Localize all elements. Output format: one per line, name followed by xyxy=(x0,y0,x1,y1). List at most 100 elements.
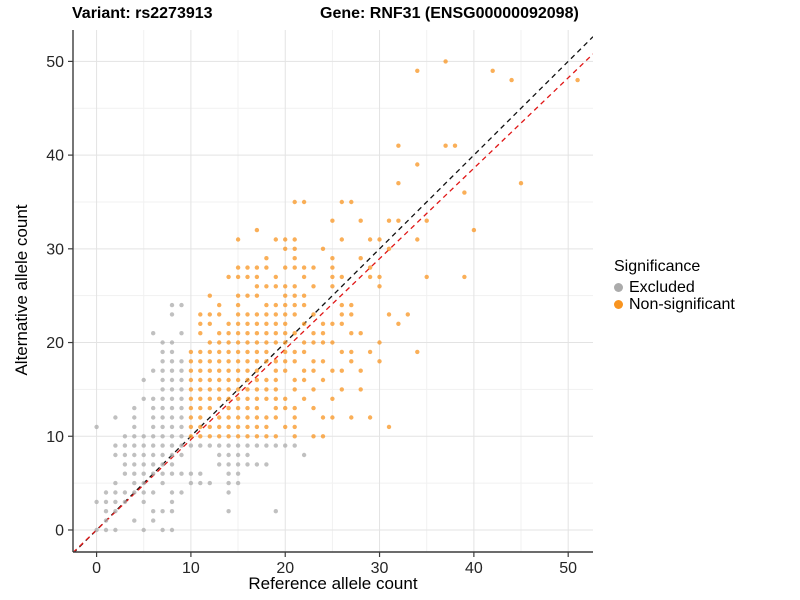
svg-text:30: 30 xyxy=(371,560,389,577)
data-point xyxy=(198,434,203,439)
data-point xyxy=(471,227,477,233)
data-point xyxy=(113,415,118,420)
data-point xyxy=(151,443,156,448)
data-point xyxy=(188,434,194,439)
data-point xyxy=(113,490,118,495)
data-point xyxy=(235,424,241,430)
data-point xyxy=(141,527,146,533)
data-point xyxy=(311,284,316,289)
data-point xyxy=(245,274,250,280)
data-point xyxy=(245,462,250,467)
data-point xyxy=(235,349,241,355)
x-axis-title: Reference allele count xyxy=(248,574,418,593)
data-point xyxy=(405,312,410,317)
data-point xyxy=(198,424,203,430)
data-point xyxy=(273,368,278,373)
data-point xyxy=(358,368,363,373)
data-point xyxy=(122,434,128,439)
data-point xyxy=(235,359,241,364)
data-point xyxy=(264,340,269,345)
data-point xyxy=(264,462,269,467)
data-point xyxy=(254,331,260,336)
data-point xyxy=(330,274,335,280)
data-point xyxy=(292,359,297,364)
data-point xyxy=(330,256,335,261)
data-point xyxy=(283,321,288,326)
data-point xyxy=(283,443,288,448)
data-point xyxy=(283,349,288,355)
data-point xyxy=(264,256,269,261)
data-point xyxy=(320,434,326,439)
data-point xyxy=(207,293,212,298)
data-point xyxy=(292,265,297,270)
data-point xyxy=(254,321,260,326)
data-point xyxy=(358,218,363,223)
data-point xyxy=(217,396,222,401)
data-point xyxy=(330,265,335,270)
data-point xyxy=(490,68,495,74)
data-point xyxy=(254,424,260,430)
data-point xyxy=(377,359,382,364)
data-point xyxy=(113,443,118,448)
data-point xyxy=(292,256,297,261)
data-point xyxy=(264,321,269,326)
data-point xyxy=(217,452,222,458)
data-point xyxy=(141,490,146,495)
data-point xyxy=(235,274,241,280)
data-point xyxy=(179,471,184,476)
data-point xyxy=(330,415,335,420)
data-point xyxy=(358,387,363,392)
data-point xyxy=(198,359,203,364)
data-point xyxy=(330,368,335,373)
data-point xyxy=(377,284,382,289)
data-point xyxy=(198,331,203,336)
data-point xyxy=(339,387,344,392)
axis-ticks xyxy=(68,60,569,557)
data-point xyxy=(301,368,307,373)
data-point xyxy=(367,274,373,280)
data-point xyxy=(226,509,231,514)
data-point xyxy=(235,377,241,383)
data-point xyxy=(226,377,231,383)
axis-lines xyxy=(72,30,593,553)
data-point xyxy=(320,331,326,336)
data-point xyxy=(132,471,137,476)
data-point xyxy=(462,190,467,195)
data-point xyxy=(198,387,203,392)
data-point xyxy=(283,265,288,270)
data-point xyxy=(207,387,212,392)
data-point xyxy=(273,415,278,420)
data-point xyxy=(94,499,99,505)
variant-title: Variant: rs2273913 xyxy=(72,5,213,22)
grid-major-lines xyxy=(73,30,593,552)
data-point xyxy=(226,359,231,364)
gene-title: Gene: RNF31 (ENSG00000092098) xyxy=(320,5,579,22)
data-point xyxy=(235,265,241,270)
data-point xyxy=(235,302,241,308)
data-point xyxy=(217,302,222,308)
data-point xyxy=(141,434,146,439)
data-point xyxy=(254,387,260,392)
data-point xyxy=(207,340,212,345)
axis-tick-labels: 0 10 20 30 40 50 0 10 20 30 40 50 xyxy=(46,54,577,577)
data-point xyxy=(245,331,250,336)
data-point xyxy=(396,321,401,326)
data-point xyxy=(254,368,260,373)
data-point xyxy=(217,462,222,467)
data-point xyxy=(245,340,250,345)
data-point xyxy=(377,340,382,345)
data-point xyxy=(273,396,278,401)
data-point xyxy=(245,443,250,448)
data-point xyxy=(179,415,184,420)
data-point xyxy=(330,218,335,223)
data-point xyxy=(245,415,250,420)
data-point xyxy=(358,331,363,336)
data-point xyxy=(179,434,184,439)
data-point xyxy=(151,462,156,467)
data-point xyxy=(301,377,307,383)
data-point xyxy=(132,518,137,523)
data-point xyxy=(424,274,429,280)
data-point xyxy=(349,302,354,308)
data-point xyxy=(226,349,231,355)
